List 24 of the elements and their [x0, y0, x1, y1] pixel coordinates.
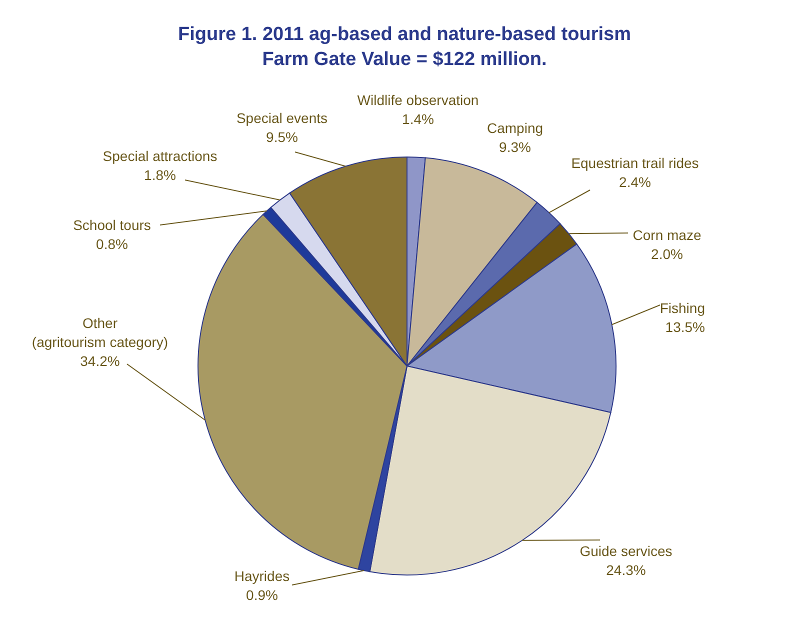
data-label: 2.0% — [651, 246, 683, 262]
slice-label: Corn maze — [632, 227, 702, 243]
slice-label: Hayrides — [234, 568, 290, 584]
chart-subtitle: Farm Gate Value = $122 million. — [262, 49, 547, 70]
slice-label: Camping — [486, 120, 544, 136]
data-label: 2.4% — [619, 174, 651, 190]
data-label: 9.5% — [266, 129, 298, 145]
data-label: 34.2% — [80, 353, 120, 369]
slice-label: Special events — [236, 110, 328, 126]
data-label: 24.3% — [606, 562, 646, 578]
data-label: 9.3% — [499, 139, 531, 155]
data-label: 1.8% — [144, 167, 176, 183]
slice-label: School tours — [73, 217, 151, 233]
data-label: 0.8% — [96, 236, 128, 252]
slice-label: Guide services — [580, 543, 672, 559]
slice-label: Wildlife observation — [357, 92, 479, 108]
chart-title: Figure 1. 2011 ag-based and nature-based tourism — [178, 24, 631, 45]
data-label: 13.5% — [665, 319, 705, 335]
slice-label: Equestrian trail rides — [571, 155, 699, 171]
slice-label: Other (agritourism category) — [32, 315, 168, 350]
data-label: 0.9% — [246, 587, 278, 603]
slice-label: Special attractions — [102, 148, 218, 164]
data-label: 1.4% — [402, 111, 434, 127]
slice-label: Fishing — [660, 300, 705, 316]
